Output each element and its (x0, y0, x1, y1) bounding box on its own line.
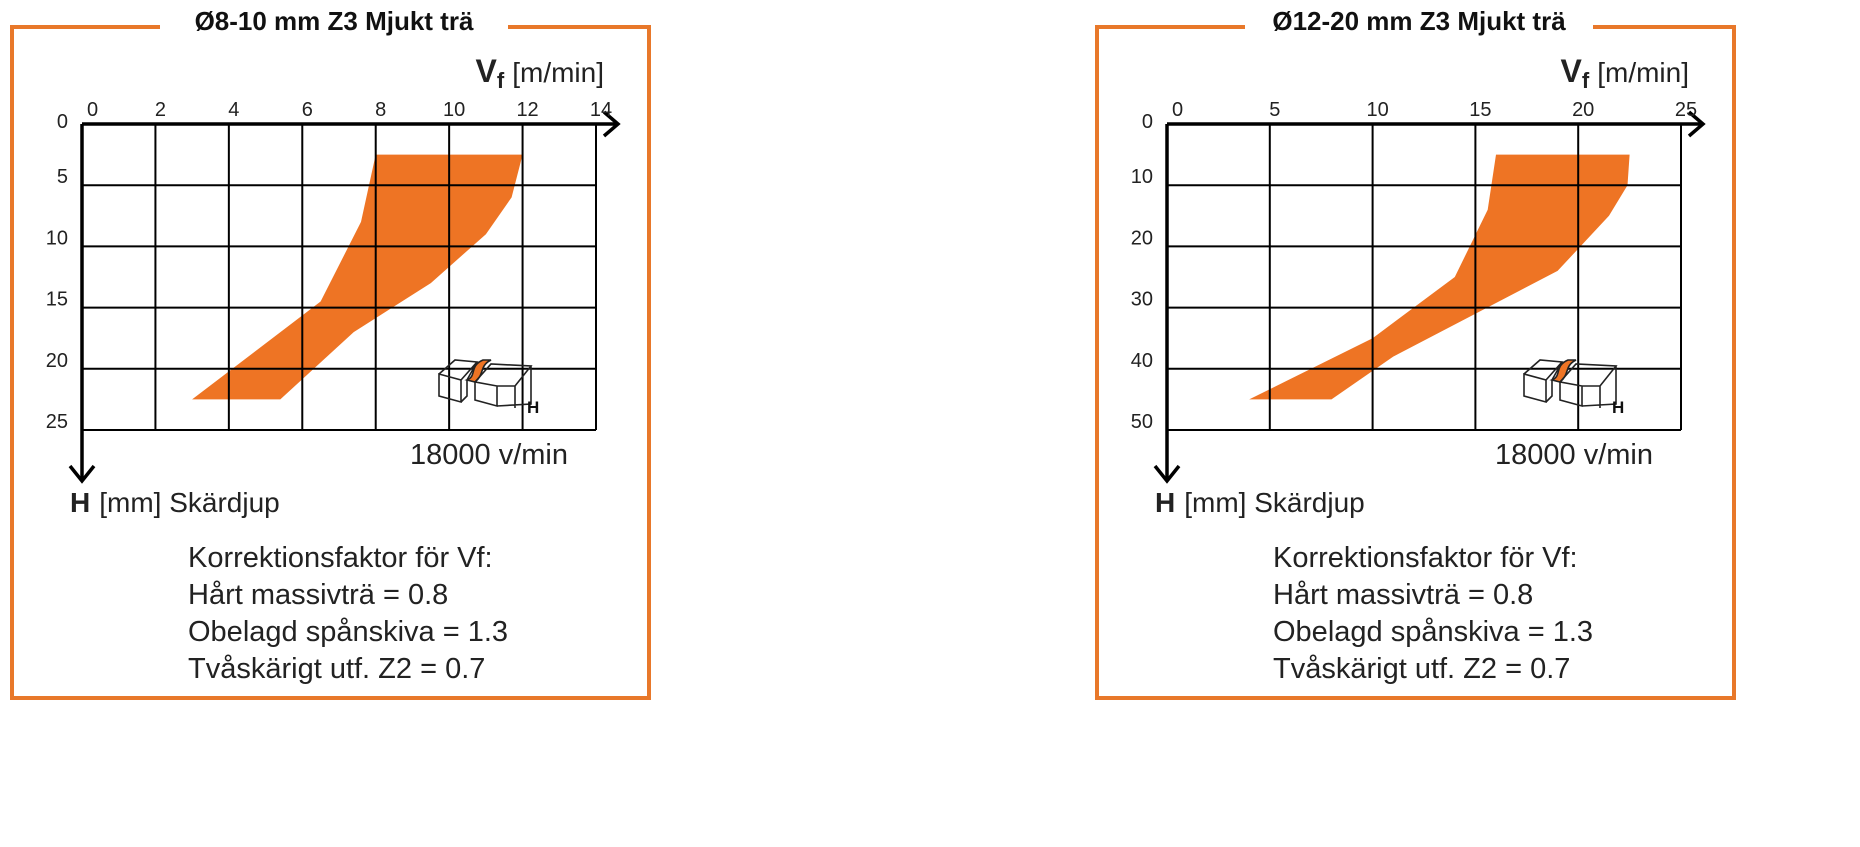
x-axis-arrow (602, 110, 621, 138)
x-axis-symbol: V (1561, 53, 1583, 89)
chart-title: Ø8-10 mm Z3 Mjukt trä (195, 6, 474, 36)
data-region (192, 154, 523, 400)
x-axis-subscript: f (1582, 68, 1590, 93)
x-axis-unit: [m/min] (1597, 57, 1689, 88)
y-axis-symbol: H (1155, 487, 1175, 518)
x-tick-label: 10 (443, 99, 465, 121)
x-axis-unit: [m/min] (512, 57, 604, 88)
correction-heading: Korrektionsfaktor för Vf: (188, 542, 493, 574)
y-tick-label: 50 (1131, 411, 1153, 433)
x-axis-title: Vf [m/min] (476, 53, 604, 93)
x-tick-label: 2 (155, 99, 166, 121)
x-tick-label: 5 (1269, 99, 1280, 121)
joint-piece-left (1523, 359, 1564, 404)
correction-line: Obelagd spånskiva = 1.3 (1273, 616, 1593, 648)
speed-note: 18000 v/min (410, 439, 568, 471)
correction-line: Obelagd spånskiva = 1.3 (188, 616, 508, 648)
y-tick-label: 10 (1131, 166, 1153, 188)
y-axis-unit-label: [mm] Skärdjup (1184, 487, 1365, 518)
wood-joint-icon (1523, 359, 1618, 408)
y-tick-label: 20 (46, 350, 68, 372)
y-tick-label: 5 (57, 166, 68, 188)
joint-piece-right (1559, 363, 1618, 408)
correction-line: Tvåskärigt utf. Z2 = 0.7 (188, 653, 485, 685)
correction-heading: Korrektionsfaktor för Vf: (1273, 542, 1578, 574)
chart-svg: Ø8-10 mm Z3 Mjukt trä 0 2 4 6 8 10 12 14 0 5 10 15 20… (10, 6, 651, 700)
y-tick-label: 30 (1131, 289, 1153, 311)
y-axis-title: H [mm] Skärdjup (70, 487, 280, 518)
data-region (1249, 154, 1630, 400)
y-tick-label: 15 (46, 289, 68, 311)
correction-line: Hårt massivträ = 0.8 (188, 579, 448, 611)
joint-piece-right (474, 363, 533, 408)
y-tick-label: 0 (1142, 111, 1153, 133)
y-tick-label: 20 (1131, 227, 1153, 249)
x-tick-label: 10 (1366, 99, 1388, 121)
x-tick-label: 25 (1675, 99, 1697, 121)
chart-frame (1095, 25, 1736, 700)
x-tick-label: 0 (1172, 99, 1183, 121)
correction-line: Hårt massivträ = 0.8 (1273, 579, 1533, 611)
joint-piece-left (438, 359, 479, 404)
x-axis-subscript: f (497, 68, 505, 93)
x-tick-label: 8 (375, 99, 386, 121)
y-tick-label: 0 (57, 111, 68, 133)
grid-lines (82, 124, 597, 431)
y-axis-symbol: H (70, 487, 90, 518)
x-tick-label: 20 (1572, 99, 1594, 121)
x-axis-symbol: V (476, 53, 498, 89)
chart-title: Ø12-20 mm Z3 Mjukt trä (1272, 6, 1566, 36)
y-tick-label: 10 (46, 227, 68, 249)
y-tick-label: 25 (46, 411, 68, 433)
x-tick-label: 0 (87, 99, 98, 121)
x-tick-label: 12 (516, 99, 538, 121)
correction-line: Tvåskärigt utf. Z2 = 0.7 (1273, 653, 1570, 685)
icon-h-label: H (1612, 398, 1624, 417)
wood-joint-icon (438, 359, 533, 408)
chart-frame (10, 25, 651, 700)
x-tick-label: 14 (590, 99, 612, 121)
y-axis-arrow (1153, 464, 1181, 484)
x-tick-label: 4 (228, 99, 239, 121)
icon-h-label: H (527, 398, 539, 417)
x-axis-title: Vf [m/min] (1561, 53, 1689, 93)
chart-panel-right: Ø12-20 mm Z3 Mjukt trä 0 5 10 15 20 25 0 10 20 30 4… (1085, 0, 1860, 847)
y-axis-arrow (68, 464, 96, 484)
chart-panel-left: Ø8-10 mm Z3 Mjukt trä 0 2 4 6 8 10 12 14 0 5 10 15 20… (0, 0, 900, 847)
y-tick-label: 40 (1131, 350, 1153, 372)
x-tick-label: 15 (1469, 99, 1491, 121)
grid-lines (1167, 124, 1682, 431)
x-tick-label: 6 (302, 99, 313, 121)
y-axis-title: H [mm] Skärdjup (1155, 487, 1365, 518)
x-axis-arrow (1687, 110, 1706, 138)
speed-note: 18000 v/min (1495, 439, 1653, 471)
y-axis-unit-label: [mm] Skärdjup (99, 487, 280, 518)
chart-svg: Ø12-20 mm Z3 Mjukt trä 0 5 10 15 20 25 0 10 20 30 4… (1095, 6, 1736, 700)
